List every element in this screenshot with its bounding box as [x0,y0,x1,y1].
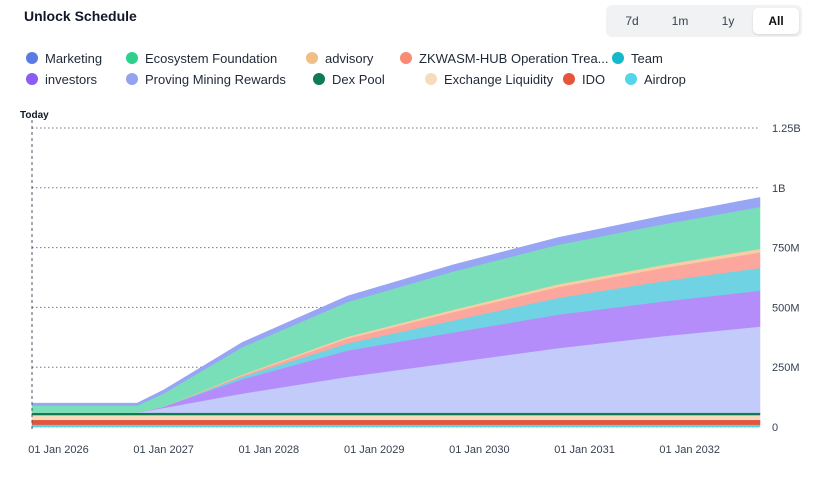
legend-item[interactable]: investors [26,71,126,87]
legend-swatch [26,73,38,85]
x-tick-label: 01 Jan 2027 [133,444,194,456]
legend-swatch [612,52,624,64]
legend-item[interactable]: Ecosystem Foundation [126,50,306,66]
legend-item[interactable]: Proving Mining Rewards [126,71,313,87]
x-tick-label: 01 Jan 2031 [554,444,615,456]
legend-swatch [126,73,138,85]
legend-item[interactable]: IDO [563,71,625,87]
legend-swatch [563,73,575,85]
x-tick-label: 01 Jan 2032 [659,444,720,456]
legend-label: advisory [325,50,374,66]
legend-label: IDO [582,71,606,87]
y-tick-label: 0 [772,422,778,434]
x-tick-label: 01 Jan 2030 [449,444,510,456]
legend-label: Ecosystem Foundation [145,50,278,66]
legend-label: Proving Mining Rewards [145,71,286,87]
unlock-schedule-chart: 0 250M 500M 750M 1B 1.25B Today 01 Jan 2026 01 J… [20,110,801,456]
legend-label: ZKWASM-HUB Operation Trea... [419,50,609,66]
series-area [31,412,761,416]
legend-swatch [26,52,38,64]
legend-item[interactable]: ZKWASM-HUB Operation Trea... [400,50,612,66]
y-tick-label: 250M [772,362,800,374]
page-title: Unlock Schedule [24,8,137,24]
y-tick-label: 500M [772,302,800,314]
range-1y-button[interactable]: 1y [705,8,751,34]
today-label: Today [20,110,49,121]
legend-swatch [625,73,637,85]
legend-item[interactable]: Marketing [26,50,126,66]
series-area [31,414,761,421]
legend-item[interactable]: Team [612,50,692,66]
legend-item[interactable]: advisory [306,50,400,66]
legend-swatch [425,73,437,85]
time-range-selector: 7d 1m 1y All [606,5,802,37]
legend-label: Marketing [45,50,103,66]
range-all-button[interactable]: All [753,8,799,34]
legend-item[interactable]: Exchange Liquidity [425,71,563,87]
series-area [31,419,761,425]
range-7d-button[interactable]: 7d [609,8,655,34]
legend-item[interactable]: Airdrop [625,71,705,87]
legend-item[interactable]: Dex Pool [313,71,425,87]
series-area [31,197,761,406]
x-tick-label: 01 Jan 2028 [239,444,300,456]
y-tick-label: 750M [772,243,800,255]
legend-label: Dex Pool [332,71,385,87]
y-tick-label: 1B [772,183,785,195]
legend-label: Exchange Liquidity [444,71,554,87]
legend-label: investors [45,71,98,87]
range-1m-button[interactable]: 1m [657,8,703,34]
legend-label: Airdrop [644,71,686,87]
x-tick-label: 01 Jan 2026 [28,444,89,456]
x-tick-label: 01 Jan 2029 [344,444,405,456]
chart-legend: Marketing Ecosystem Foundation advisory ZKW… [26,50,726,87]
y-tick-label: 1.25B [772,123,801,135]
legend-swatch [313,73,325,85]
legend-swatch [306,52,318,64]
legend-swatch [126,52,138,64]
legend-swatch [400,52,412,64]
series-area [31,424,761,428]
legend-label: Team [631,50,663,66]
